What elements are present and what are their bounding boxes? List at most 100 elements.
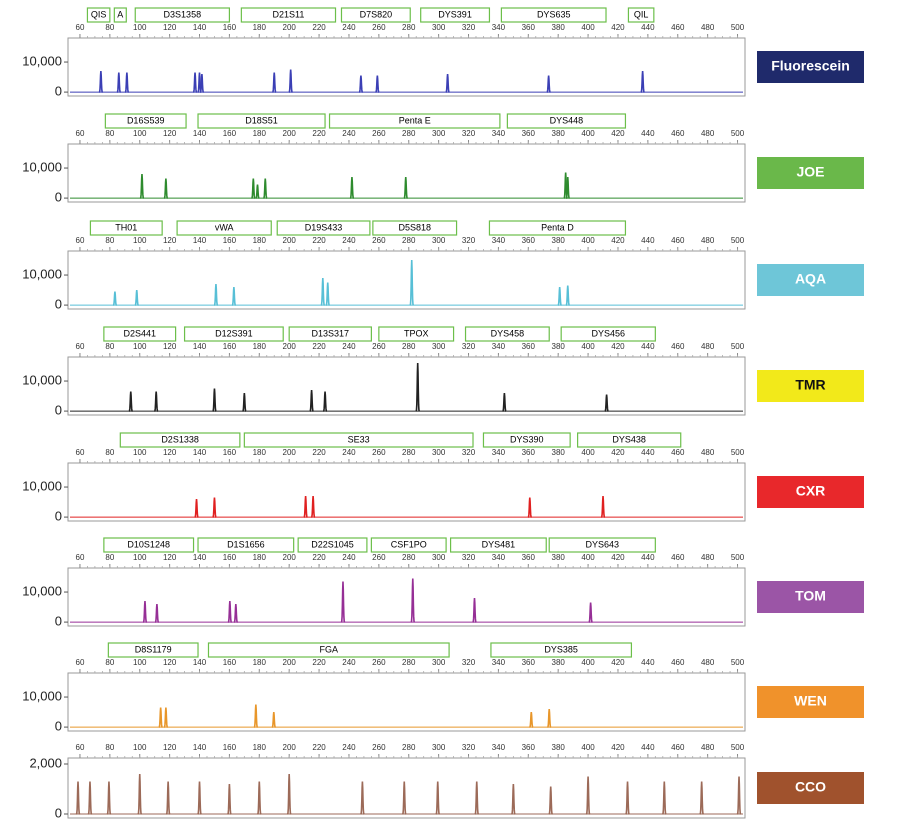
locus-box: [548, 537, 656, 553]
x-tick-label: 340: [492, 236, 506, 245]
x-tick-label: 160: [223, 448, 237, 457]
x-tick-label: 280: [402, 658, 416, 667]
x-tick-label: 60: [76, 342, 85, 351]
locus-box: [103, 326, 177, 342]
dye-box: [757, 264, 864, 296]
x-tick-label: 260: [372, 236, 386, 245]
peak: [375, 75, 380, 93]
x-tick-label: 80: [105, 342, 114, 351]
x-tick-label: 140: [193, 129, 207, 138]
peak: [212, 497, 217, 518]
x-tick-label: 480: [701, 448, 715, 457]
peak: [600, 496, 606, 518]
peak: [565, 285, 570, 306]
dye-box: [757, 686, 864, 718]
x-tick-label: 60: [76, 743, 85, 752]
locus-label: DYS448: [550, 115, 584, 125]
x-tick-label: 80: [105, 448, 114, 457]
x-tick-label: 220: [312, 553, 326, 562]
x-tick-label: 400: [581, 236, 595, 245]
peak: [194, 498, 199, 518]
x-tick-label: 420: [611, 448, 625, 457]
plot-area: [67, 672, 746, 732]
locus-box: [119, 432, 241, 448]
peak: [87, 781, 93, 815]
dye-label: CXR: [796, 483, 826, 499]
x-tick-label: 460: [671, 23, 685, 32]
locus-label: D16S539: [127, 115, 165, 125]
locus-box: [107, 642, 199, 658]
x-tick-label: 280: [402, 129, 416, 138]
locus-label: vWA: [215, 222, 234, 232]
x-tick-label: 380: [552, 236, 566, 245]
x-tick-label: 500: [731, 658, 745, 667]
x-tick-label: 120: [163, 236, 177, 245]
x-tick-label: 160: [223, 658, 237, 667]
x-tick-label: 220: [312, 448, 326, 457]
peak: [322, 391, 328, 412]
locus-label: TPOX: [404, 328, 429, 338]
x-tick-label: 140: [193, 23, 207, 32]
x-tick-label: 120: [163, 23, 177, 32]
x-tick-label: 220: [312, 129, 326, 138]
locus-box: [297, 537, 368, 553]
x-tick-label: 280: [402, 236, 416, 245]
x-tick-label: 60: [76, 658, 85, 667]
locus-label: FGA: [320, 644, 339, 654]
locus-box: [370, 537, 447, 553]
locus-label: D2S441: [123, 328, 156, 338]
x-tick-label: 180: [253, 553, 267, 562]
x-tick-label: 120: [163, 448, 177, 457]
peak: [212, 388, 217, 412]
peak: [253, 704, 259, 728]
x-tick-label: 460: [671, 236, 685, 245]
x-tick-label: 280: [402, 553, 416, 562]
x-tick-label: 380: [552, 23, 566, 32]
locus-box: [488, 220, 627, 236]
x-tick-label: 460: [671, 553, 685, 562]
x-tick-label: 500: [731, 553, 745, 562]
x-tick-label: 420: [611, 342, 625, 351]
locus-label: DYS390: [510, 434, 544, 444]
x-tick-label: 420: [611, 236, 625, 245]
x-tick-label: 220: [312, 658, 326, 667]
x-tick-label: 220: [312, 342, 326, 351]
x-tick-label: 200: [283, 448, 297, 457]
x-tick-label: 120: [163, 342, 177, 351]
locus-box: [627, 7, 655, 23]
dye-label: CCO: [795, 779, 826, 795]
x-tick-label: 480: [701, 743, 715, 752]
x-tick-label: 160: [223, 743, 237, 752]
x-tick-label: 320: [462, 236, 476, 245]
locus-label: TH01: [115, 222, 137, 232]
plot-area: [67, 356, 746, 416]
peak: [272, 72, 277, 93]
x-tick-label: 120: [163, 658, 177, 667]
peak: [263, 178, 268, 199]
x-tick-label: 360: [522, 129, 536, 138]
x-tick-label: 80: [105, 236, 114, 245]
locus-label: DYS643: [586, 539, 620, 549]
x-tick-label: 480: [701, 342, 715, 351]
x-tick-label: 60: [76, 129, 85, 138]
dye-box: [757, 772, 864, 804]
x-tick-label: 500: [731, 23, 745, 32]
y-tick-label: 0: [55, 614, 62, 629]
x-tick-label: 280: [402, 448, 416, 457]
locus-box: [197, 537, 295, 553]
x-tick-label: 60: [76, 553, 85, 562]
peak: [585, 776, 591, 815]
peak: [310, 496, 316, 518]
x-tick-label: 420: [611, 129, 625, 138]
x-tick-label: 420: [611, 743, 625, 752]
y-tick-label: 0: [55, 190, 62, 205]
locus-label: D18S51: [245, 115, 278, 125]
locus-box: [372, 220, 458, 236]
locus-box: [449, 537, 547, 553]
x-tick-label: 440: [641, 129, 655, 138]
x-tick-label: 360: [522, 23, 536, 32]
x-tick-label: 340: [492, 553, 506, 562]
dye-label: JOE: [796, 164, 824, 180]
x-tick-label: 80: [105, 743, 114, 752]
x-tick-label: 80: [105, 658, 114, 667]
